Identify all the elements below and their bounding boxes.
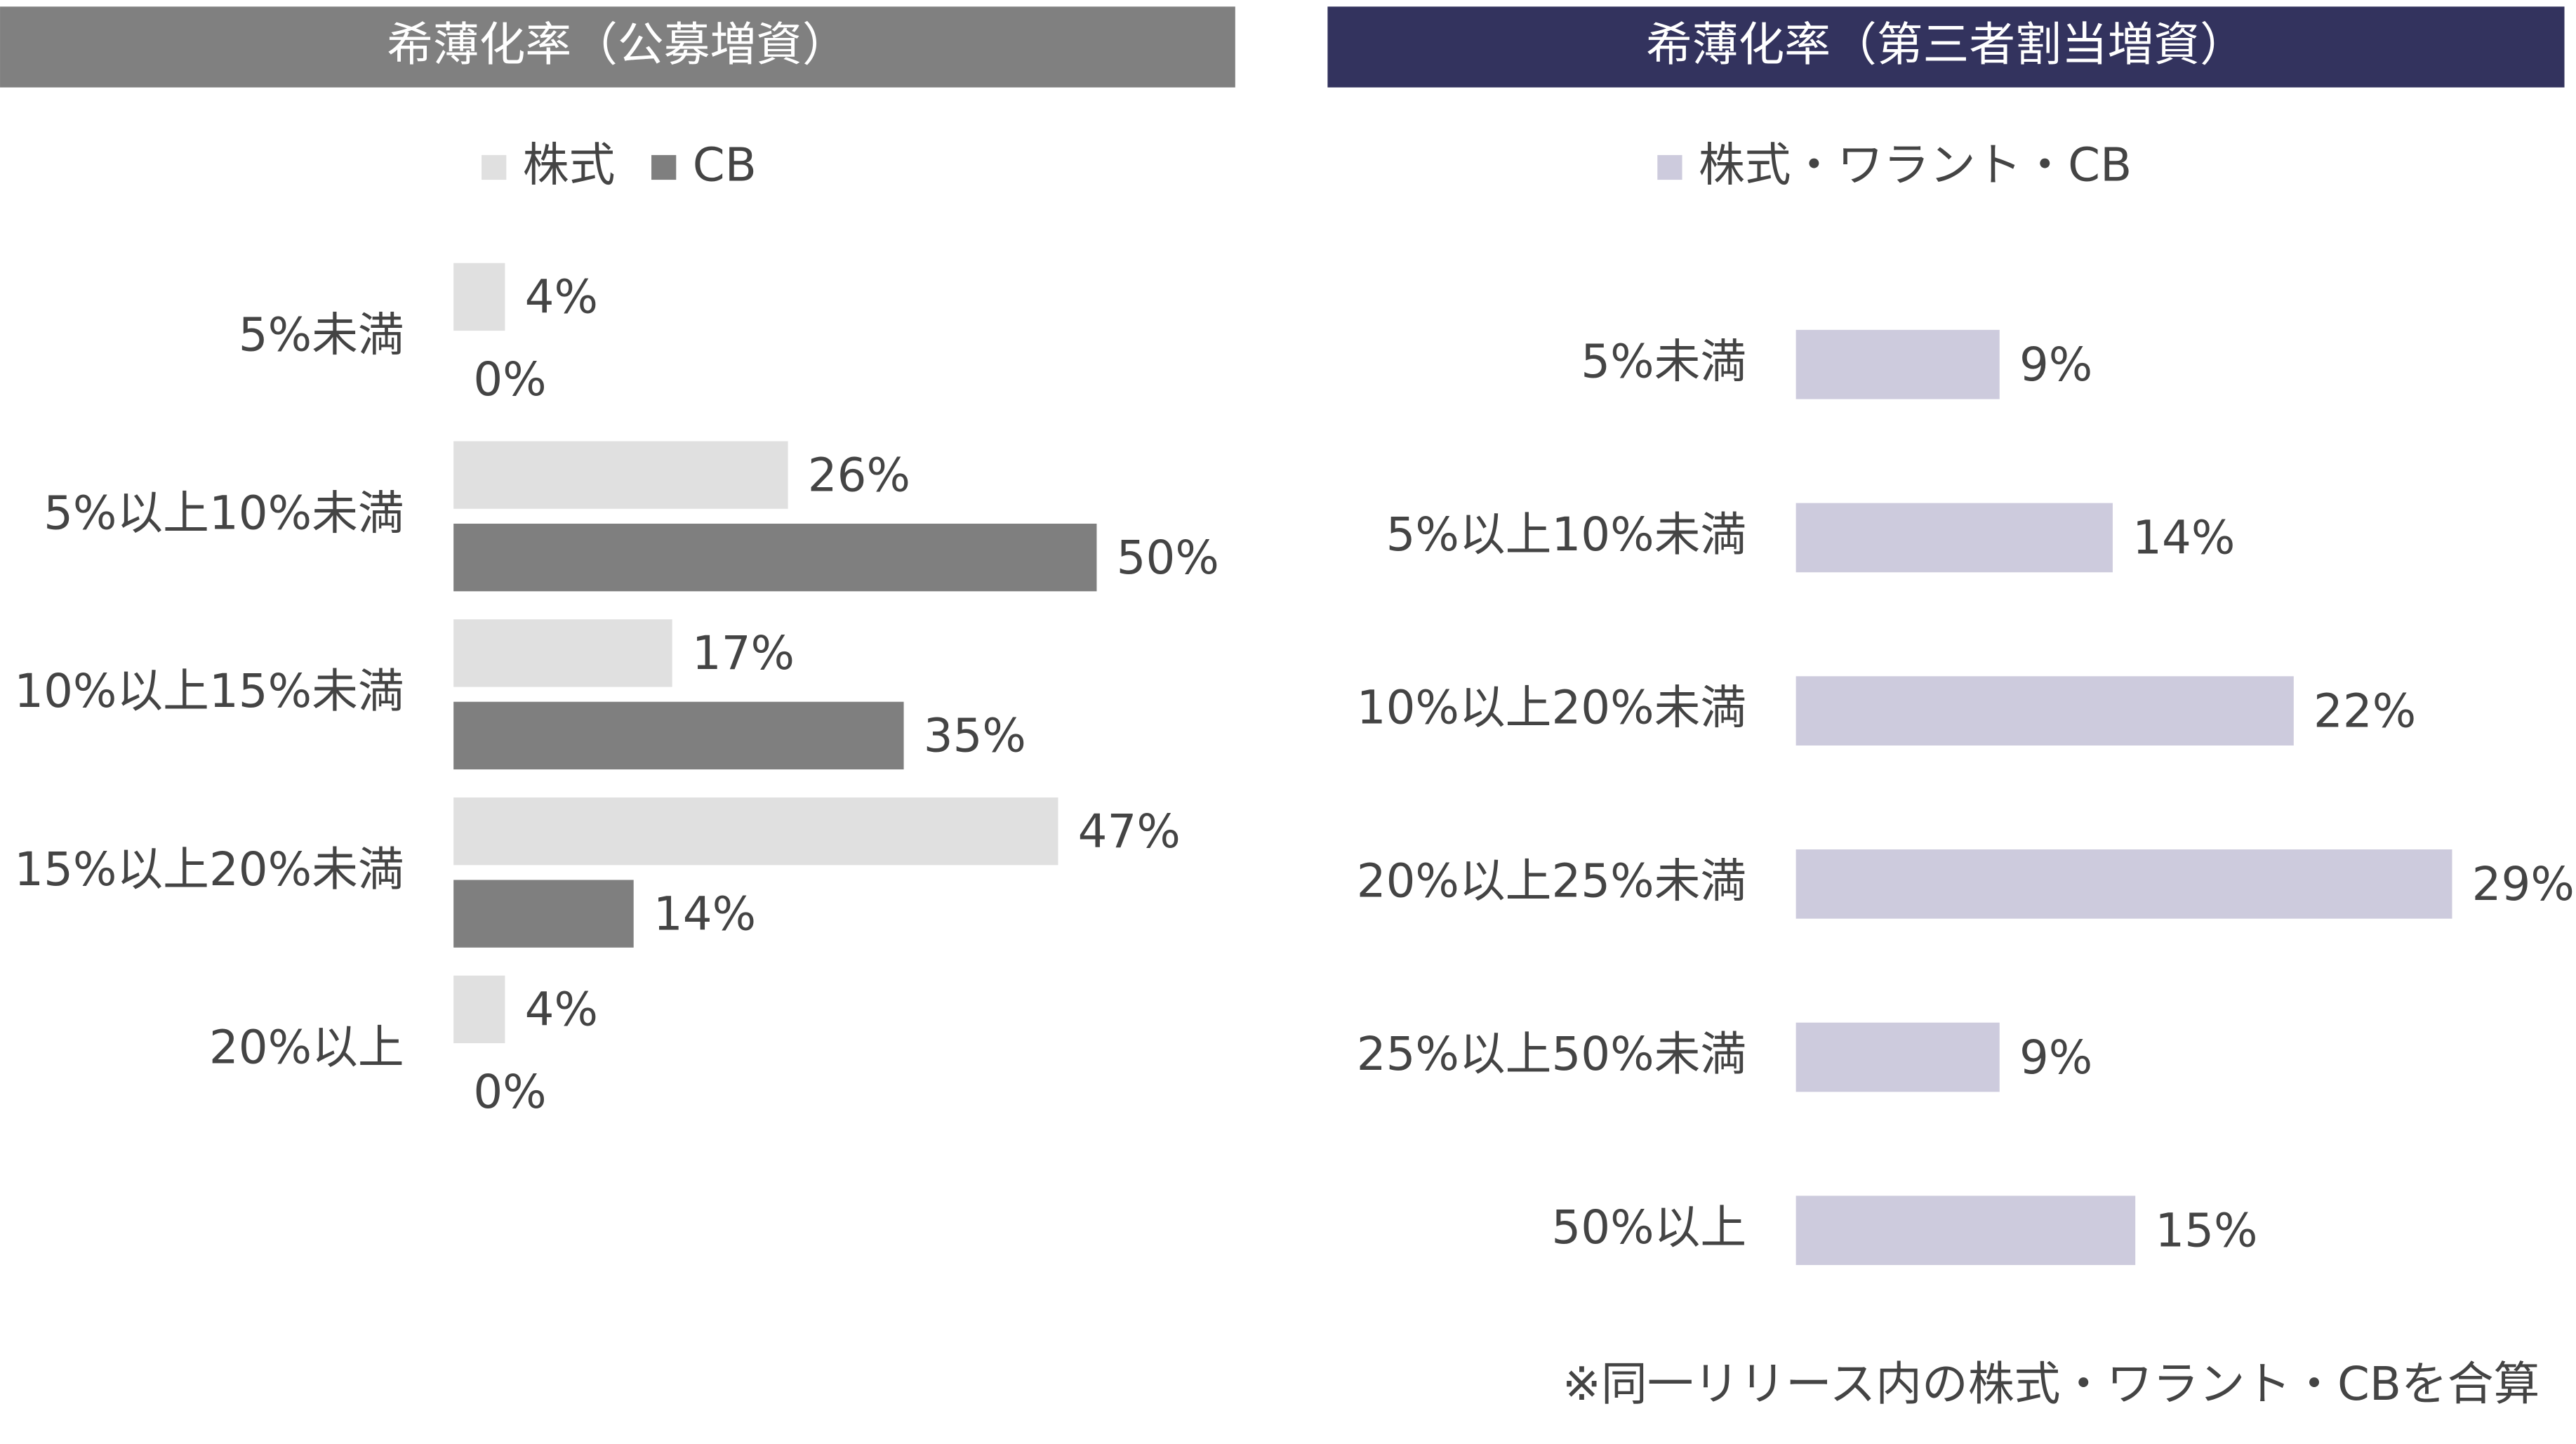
category-label: 10%以上15%未満 — [14, 664, 404, 718]
legend-swatch — [1657, 154, 1682, 180]
bar — [453, 975, 505, 1044]
bar — [453, 701, 904, 770]
bar — [453, 263, 505, 331]
chart-title: 希薄化率（第三者割当増資） — [1646, 18, 2246, 72]
chart-title: 希薄化率（公募増資） — [387, 18, 849, 72]
category-label: 25%以上50%未満 — [1357, 1027, 1746, 1081]
legend-swatch — [482, 154, 507, 180]
category-label: 20%以上 — [209, 1021, 404, 1075]
category-label: 10%以上20%未満 — [1357, 681, 1746, 735]
bar — [1795, 676, 2294, 746]
legend-label: CB — [693, 138, 757, 192]
category-label: 5%以上10%未満 — [1386, 508, 1747, 562]
title-bar — [1327, 6, 2565, 88]
bar — [1795, 329, 2000, 399]
value-label: 4% — [525, 270, 598, 324]
note: ※同一リリース内の株式・ワラント・CBを合算 — [1562, 1357, 2540, 1411]
value-label: 4% — [525, 983, 598, 1037]
bar — [1795, 1022, 2000, 1092]
value-label: 9% — [2019, 338, 2092, 392]
value-label: 9% — [2019, 1031, 2092, 1085]
legend-swatch — [651, 154, 677, 180]
value-label: 0% — [473, 1065, 546, 1119]
value-label: 14% — [653, 887, 756, 941]
bar — [453, 880, 634, 948]
value-label: 0% — [473, 352, 546, 406]
value-label: 22% — [2313, 684, 2416, 738]
category-label: 20%以上25%未満 — [1357, 854, 1746, 908]
category-label: 15%以上20%未満 — [14, 842, 404, 896]
category-label: 5%未満 — [239, 308, 404, 362]
category-label: 50%以上 — [1551, 1200, 1746, 1254]
value-label: 17% — [692, 626, 795, 680]
value-label: 35% — [924, 709, 1026, 763]
category-label: 5%以上10%未満 — [44, 486, 404, 540]
value-label: 15% — [2155, 1203, 2257, 1257]
title-bar — [0, 6, 1235, 88]
value-label: 29% — [2472, 857, 2575, 911]
legend-label: 株式・ワラント・CB — [1699, 138, 2132, 192]
bar — [1795, 1195, 2136, 1266]
value-label: 26% — [808, 448, 910, 502]
legend-label: 株式 — [523, 138, 616, 192]
bar — [1795, 503, 2113, 573]
value-label: 47% — [1078, 804, 1181, 859]
bar — [453, 523, 1097, 592]
bar — [1795, 849, 2452, 919]
category-label: 5%未満 — [1581, 334, 1746, 388]
value-label: 50% — [1117, 531, 1219, 585]
bar — [453, 441, 788, 509]
value-label: 14% — [2132, 511, 2235, 565]
bar — [453, 619, 672, 687]
bar — [453, 797, 1058, 866]
